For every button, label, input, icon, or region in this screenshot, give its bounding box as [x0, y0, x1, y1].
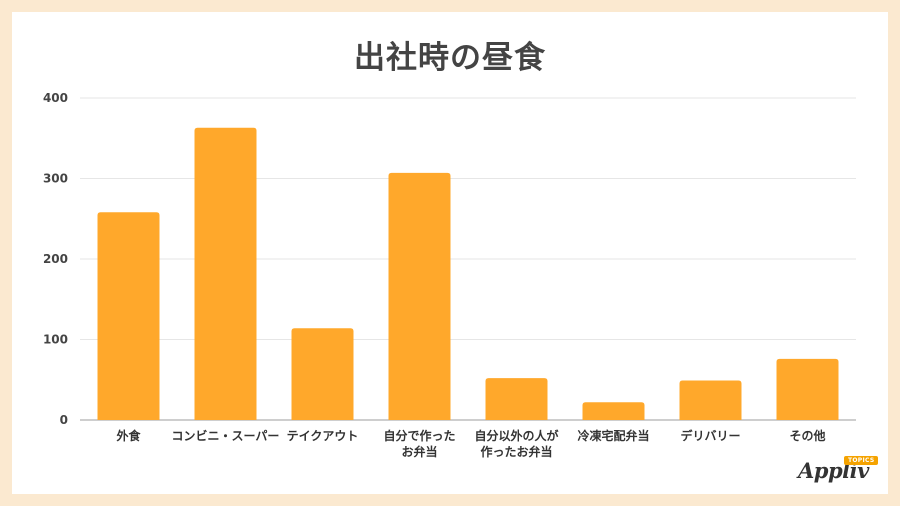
x-tick-label: 自分で作ったお弁当: [383, 428, 455, 459]
x-tick-label: 外食: [116, 428, 141, 443]
applivtopics-logo: Appliv TOPICS: [798, 454, 879, 490]
bar: [291, 328, 354, 420]
y-tick-label: 300: [43, 172, 68, 186]
bar: [582, 402, 645, 420]
bar: [194, 127, 257, 420]
x-tick-label: その他: [789, 428, 825, 443]
bars: [97, 127, 839, 420]
x-tick-label: テイクアウト: [287, 429, 359, 443]
bar: [388, 172, 451, 420]
y-axis-ticks: 0 100 200 300 400: [43, 91, 68, 427]
chart-title: 出社時の昼食: [354, 40, 546, 76]
x-tick-label: コンビニ・スーパー: [172, 428, 280, 443]
y-tick-label: 0: [60, 413, 68, 427]
x-tick-label: 自分以外の人が作ったお弁当: [474, 428, 558, 459]
bar: [679, 380, 742, 420]
y-tick-label: 200: [43, 252, 68, 266]
x-tick-label: 冷凍宅配弁当: [577, 428, 649, 443]
bar: [485, 378, 548, 420]
y-tick-label: 400: [43, 91, 68, 105]
logo-badge: TOPICS: [844, 456, 879, 465]
bar: [97, 212, 160, 420]
y-tick-label: 100: [43, 333, 68, 347]
x-tick-label: デリバリー: [680, 428, 740, 443]
bar: [776, 358, 839, 420]
